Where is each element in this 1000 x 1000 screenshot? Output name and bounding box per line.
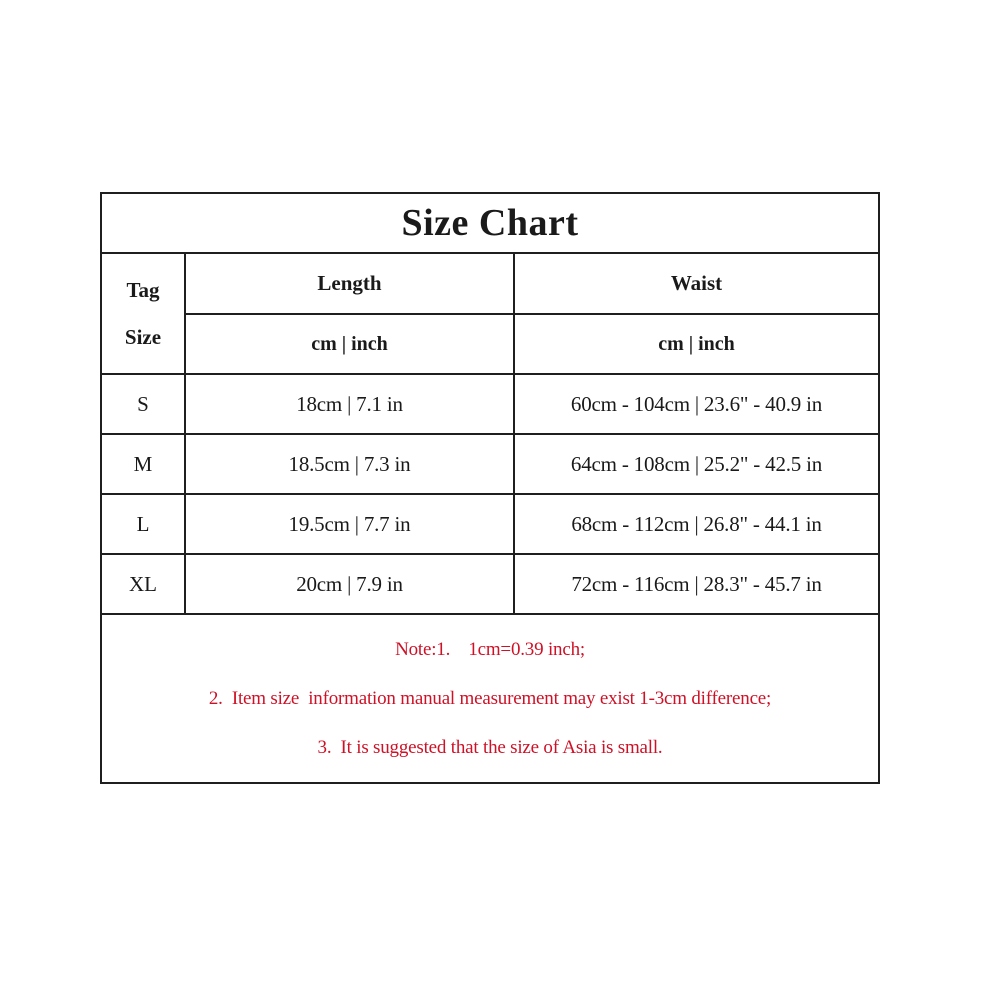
- corner-header-line-tag: Tag: [126, 278, 160, 302]
- waist-value: 64cm - 108cm | 25.2" - 42.5 in: [512, 433, 881, 495]
- waist-value: 60cm - 104cm | 23.6" - 40.9 in: [512, 373, 881, 435]
- corner-header-line-size: Size: [124, 325, 162, 349]
- table-row-m: M 18.5cm | 7.3 in 64cm - 108cm | 25.2" -…: [100, 433, 881, 495]
- page-title: Size Chart: [99, 192, 881, 254]
- col-header-length: Length: [184, 252, 515, 315]
- length-value: 19.5cm | 7.7 in: [184, 493, 515, 555]
- length-value: 20cm | 7.9 in: [184, 553, 515, 615]
- size-label: M: [100, 433, 186, 495]
- length-value: 18cm | 7.1 in: [184, 373, 515, 435]
- waist-value: 68cm - 112cm | 26.8" - 44.1 in: [512, 493, 881, 555]
- col-header-waist: Waist: [512, 252, 881, 315]
- header-row: Tag Size Length Waist: [100, 252, 881, 375]
- table-row-s: S 18cm | 7.1 in 60cm - 104cm | 23.6" - 4…: [100, 373, 881, 435]
- size-label: L: [100, 493, 186, 555]
- subheader-row: cm | inch cm | inch: [101, 313, 881, 375]
- subheader-waist-units: cm | inch: [512, 313, 881, 375]
- table-row-l: L 19.5cm | 7.7 in 68cm - 112cm | 26.8" -…: [100, 493, 881, 555]
- waist-value: 72cm - 116cm | 28.3" - 45.7 in: [512, 553, 881, 615]
- corner-header-tag-size: Tag Size: [100, 252, 186, 375]
- size-chart-table: Size Chart Tag Size Length Waist cm | in…: [99, 192, 881, 784]
- size-label: XL: [100, 553, 186, 615]
- note-line-1: Note:1. 1cm=0.39 inch;: [395, 638, 585, 660]
- note-line-3: 3. It is suggested that the size of Asia…: [317, 736, 663, 758]
- notes-section: Note:1. 1cm=0.39 inch; 2. Item size info…: [99, 613, 881, 784]
- size-label: S: [100, 373, 186, 435]
- notes-row: Note:1. 1cm=0.39 inch; 2. Item size info…: [99, 613, 881, 784]
- length-value: 18.5cm | 7.3 in: [184, 433, 515, 495]
- note-line-2: 2. Item size information manual measurem…: [208, 687, 772, 709]
- title-row: Size Chart: [99, 192, 881, 254]
- subheader-length-units: cm | inch: [184, 313, 515, 375]
- table-row-xl: XL 20cm | 7.9 in 72cm - 116cm | 28.3" - …: [100, 553, 881, 615]
